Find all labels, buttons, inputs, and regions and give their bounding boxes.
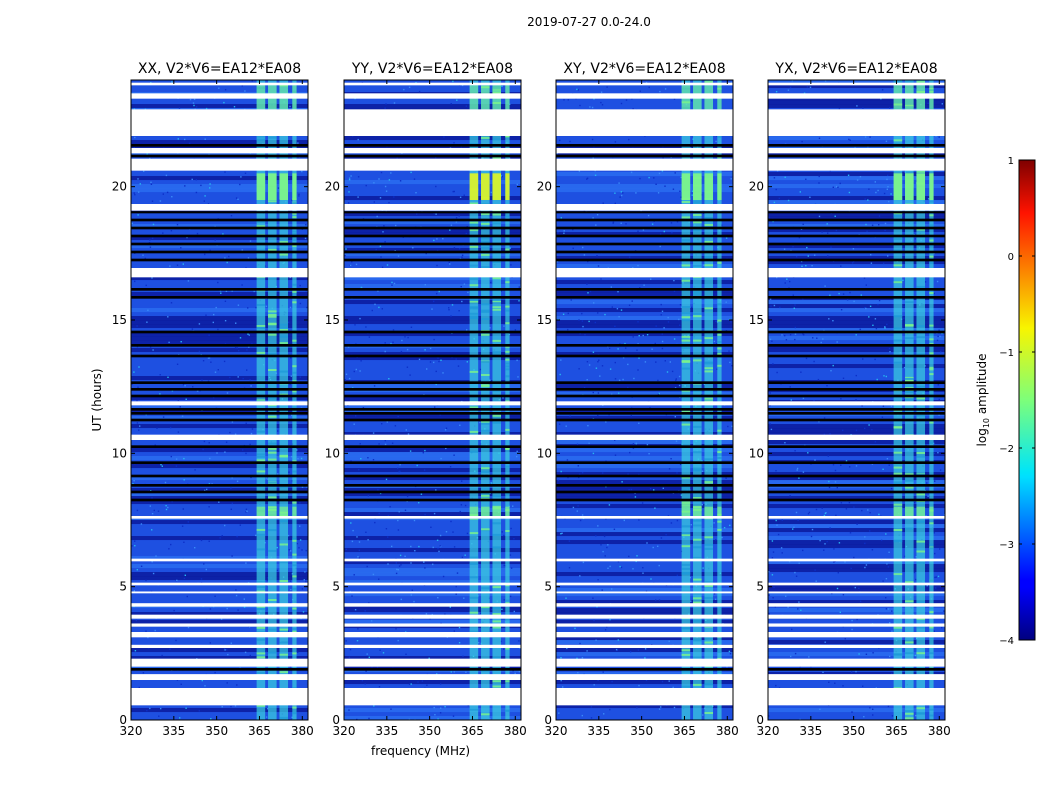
x-axis-label: frequency (MHz) xyxy=(371,744,470,758)
colorbar-ticks: 1 0 −1 −2 −3 −4 xyxy=(999,156,1035,647)
x-tick-label: 320 xyxy=(120,724,143,738)
y-tick-label: 10 xyxy=(112,446,127,460)
plot-frame xyxy=(555,79,734,721)
plot-frame xyxy=(343,79,522,721)
y-tick-label: 15 xyxy=(325,313,340,327)
heatmap-image xyxy=(344,80,521,720)
x-tick-label: 380 xyxy=(504,724,527,738)
y-tick-label: 5 xyxy=(756,580,764,594)
x-tick-label: 320 xyxy=(545,724,568,738)
x-tick-label: 365 xyxy=(885,724,908,738)
colorbar-gradient xyxy=(1018,159,1036,641)
y-tick-label: 0 xyxy=(119,713,127,727)
colorbar-tick-label: −4 xyxy=(999,636,1014,647)
heatmap-image xyxy=(131,80,308,720)
y-tick-label: 20 xyxy=(325,180,340,194)
x-tick-label: 335 xyxy=(587,724,610,738)
y-tick-label: 20 xyxy=(112,180,127,194)
panels-group: XX, V2*V6=EA12*EA08 320 335 350 365 380 0 5 10 15… xyxy=(90,61,951,758)
y-tick-label: 5 xyxy=(544,580,552,594)
colorbar: 1 0 −1 −2 −3 −4 log10 amplitude xyxy=(975,156,1036,647)
heatmap-image xyxy=(768,80,945,720)
x-tick-label: 350 xyxy=(418,724,441,738)
y-tick-label: 5 xyxy=(119,580,127,594)
x-tick-label: 335 xyxy=(799,724,822,738)
panel-title: XY, V2*V6=EA12*EA08 xyxy=(563,61,725,77)
y-tick-label: 10 xyxy=(325,446,340,460)
figure-title: 2019-07-27 0.0-24.0 xyxy=(527,15,651,29)
colorbar-tick-label: −2 xyxy=(999,444,1014,455)
x-tick-label: 350 xyxy=(630,724,653,738)
panel-title: YY, V2*V6=EA12*EA08 xyxy=(351,61,513,77)
x-tick-label: 335 xyxy=(375,724,398,738)
heatmap-image xyxy=(556,80,733,720)
x-tick-label: 350 xyxy=(205,724,228,738)
panel-title: YX, V2*V6=EA12*EA08 xyxy=(774,61,937,77)
y-tick-label: 0 xyxy=(332,713,340,727)
x-tick-label: 350 xyxy=(842,724,865,738)
x-tick-label: 380 xyxy=(928,724,951,738)
colorbar-tick-label: 0 xyxy=(1008,252,1014,263)
panel-xx: XX, V2*V6=EA12*EA08 320 335 350 365 380 0 5 10 15… xyxy=(90,61,314,738)
x-tick-label: 320 xyxy=(757,724,780,738)
panel-title: XX, V2*V6=EA12*EA08 xyxy=(138,61,301,77)
panel-xy: XY, V2*V6=EA12*EA08 320 335 350 365 380 0 5 10 15… xyxy=(537,61,739,738)
y-tick-label: 10 xyxy=(537,446,552,460)
x-tick-label: 335 xyxy=(162,724,185,738)
plot-frame xyxy=(767,79,946,721)
colorbar-tick-label: −3 xyxy=(999,540,1014,551)
colorbar-tick-label: 1 xyxy=(1008,156,1014,167)
x-tick-label: 365 xyxy=(248,724,271,738)
y-tick-label: 0 xyxy=(756,713,764,727)
y-axis-label: UT (hours) xyxy=(90,368,104,431)
x-tick-label: 365 xyxy=(461,724,484,738)
x-tick-label: 380 xyxy=(716,724,739,738)
y-tick-label: 5 xyxy=(332,580,340,594)
colorbar-label: log10 amplitude xyxy=(975,354,991,447)
x-tick-label: 365 xyxy=(673,724,696,738)
plot-frame xyxy=(130,79,309,721)
y-tick-label: 20 xyxy=(749,180,764,194)
y-tick-label: 15 xyxy=(112,313,127,327)
x-tick-label: 320 xyxy=(333,724,356,738)
y-tick-label: 20 xyxy=(537,180,552,194)
y-tick-label: 15 xyxy=(537,313,552,327)
y-tick-label: 15 xyxy=(749,313,764,327)
colorbar-tick-label: −1 xyxy=(999,348,1014,359)
panel-yx: YX, V2*V6=EA12*EA08 320 335 350 365 380 0 5 10 15… xyxy=(749,61,951,738)
y-tick-label: 10 xyxy=(749,446,764,460)
y-tick-label: 0 xyxy=(544,713,552,727)
x-tick-label: 380 xyxy=(291,724,314,738)
panel-yy: YY, V2*V6=EA12*EA08 320 335 350 365 380 0 5 10 15… xyxy=(325,61,527,758)
